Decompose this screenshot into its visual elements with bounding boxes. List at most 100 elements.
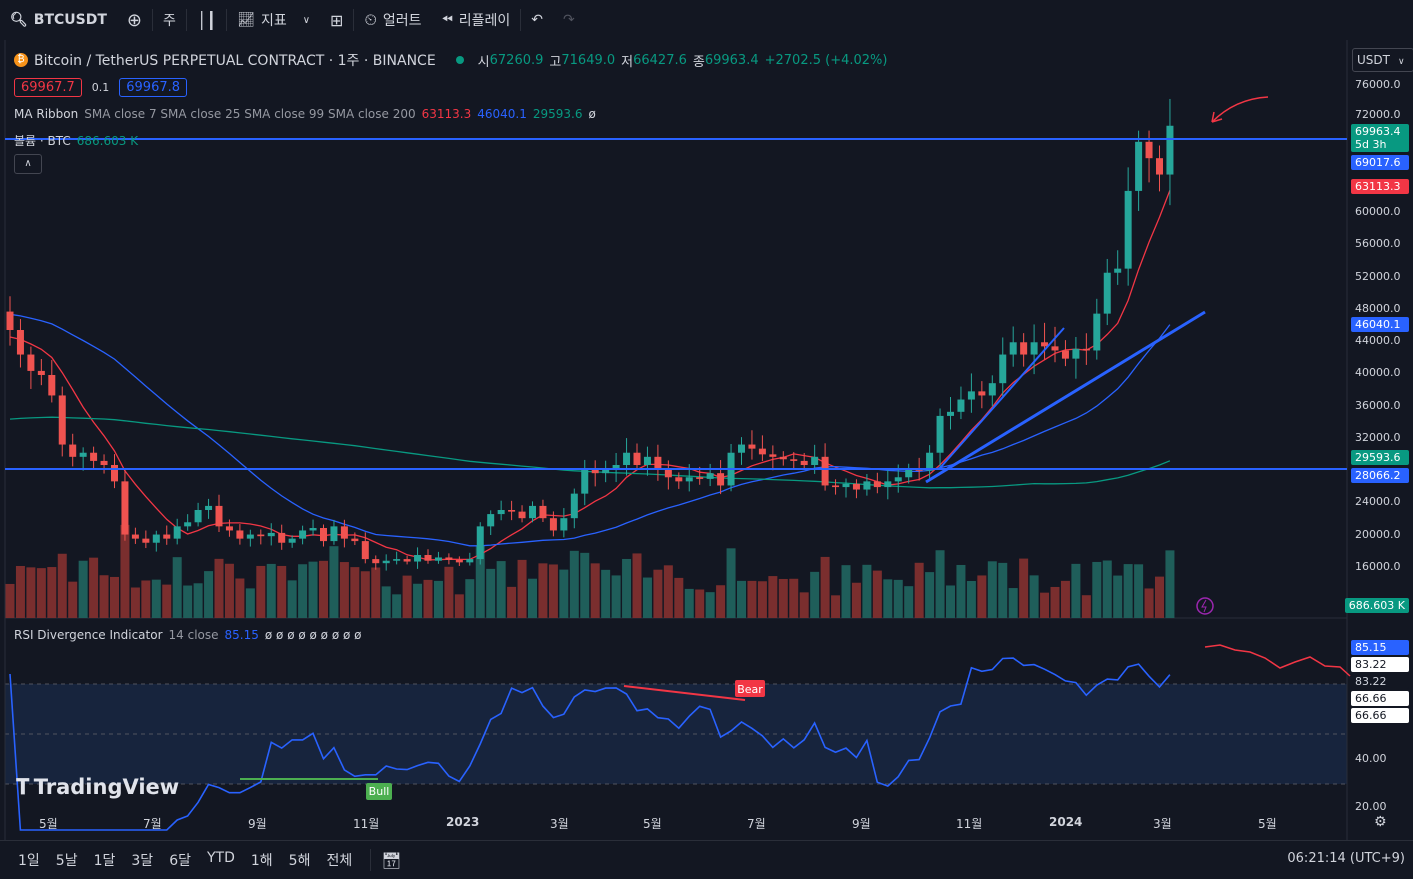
indicators-button[interactable]: 📈︎ 지표 ∨ <box>227 0 320 40</box>
candle-body <box>999 354 1007 384</box>
layouts-button[interactable]: ⊞ <box>320 0 353 40</box>
sma99-value: 29593.6 <box>532 107 583 121</box>
ma-ribbon-lines <box>9 190 1171 561</box>
alerts-button[interactable]: ⏲ 얼러트 <box>354 0 431 40</box>
candle-body <box>936 415 944 453</box>
range-button[interactable]: 5날 <box>55 853 78 869</box>
range-button[interactable]: YTD <box>206 850 235 866</box>
change-value: +2702.5 (+4.02%) <box>764 52 888 68</box>
rsi-band <box>5 684 1347 784</box>
volume-bar <box>214 558 224 618</box>
rsi-legend[interactable]: RSI Divergence Indicator 14 close 85.15 … <box>14 628 361 642</box>
candle-body <box>48 375 56 396</box>
date-range-button[interactable]: 📅︎ <box>381 851 401 870</box>
candle-body <box>790 459 798 461</box>
candle-body <box>1030 342 1038 355</box>
candle-body <box>518 511 526 519</box>
price-axis-label: 52000.0 <box>1355 270 1401 283</box>
volume-bar <box>810 571 820 618</box>
symbol-search[interactable]: 🔍︎ BTCUSDT <box>0 0 117 40</box>
candle-body <box>111 465 118 482</box>
price-axis-label: 76000.0 <box>1355 78 1401 91</box>
volume-bar <box>674 577 684 618</box>
volume-bar <box>726 548 736 618</box>
undo-button[interactable]: ↶ <box>521 0 553 40</box>
candle-body <box>257 534 265 537</box>
volume-bar <box>298 564 308 618</box>
candle-body <box>1114 268 1122 273</box>
candle-body <box>163 534 171 539</box>
ma-ribbon-title: MA Ribbon <box>14 107 79 121</box>
rsi-null-values: ø ø ø ø ø ø ø ø ø <box>264 628 362 642</box>
range-button[interactable]: 6달 <box>169 853 191 869</box>
volume-legend[interactable]: 볼륨 · BTC 686.603 K <box>14 132 138 149</box>
candle-body <box>779 456 787 460</box>
lightning-icon[interactable] <box>1196 597 1214 615</box>
volume-bar <box>235 578 245 618</box>
range-button[interactable]: 3달 <box>131 853 154 869</box>
range-button[interactable]: 1일 <box>18 853 40 869</box>
candle-body <box>1009 342 1017 355</box>
sma200-value: ø <box>588 107 596 121</box>
chevron-down-icon: ∨ <box>1397 57 1405 67</box>
range-button[interactable]: 전체 <box>326 853 353 869</box>
trend-line-short[interactable] <box>939 327 1065 469</box>
candle-body <box>1135 141 1143 191</box>
volume-bar <box>548 564 558 618</box>
candle-body <box>685 477 693 482</box>
candle-body <box>466 559 474 563</box>
bear-label-box <box>735 680 765 697</box>
volume-bar <box>559 569 569 618</box>
price-axis-label: 56000.0 <box>1355 237 1401 250</box>
collapse-legend-button[interactable]: ∧ <box>14 154 42 174</box>
range-button[interactable]: 5해 <box>288 853 311 869</box>
candle-body <box>184 522 192 527</box>
sma7-value: 63113.3 <box>421 107 472 121</box>
chart-type-button[interactable]: │┃ <box>187 0 226 40</box>
volume-bar <box>454 594 464 618</box>
volume-bar <box>904 586 914 618</box>
interval-button[interactable]: 주 <box>153 0 186 40</box>
rsi-axis-value: 85.15 <box>1351 640 1409 655</box>
volume-bar <box>747 580 757 618</box>
ma-ribbon-legend[interactable]: MA Ribbon SMA close 7 SMA close 25 SMA c… <box>14 107 596 121</box>
volume-bar <box>956 564 966 618</box>
time-axis-label: 9월 <box>852 817 871 831</box>
volume-bar <box>120 524 130 618</box>
replay-button[interactable]: ⏪︎ 리플레이 <box>432 0 521 40</box>
clock[interactable]: 06:21:14 (UTC+9) <box>1287 851 1405 866</box>
range-button[interactable]: 1달 <box>93 853 116 869</box>
buy-button[interactable]: 69967.8 <box>119 78 188 97</box>
volume-bar <box>831 595 841 618</box>
redo-button[interactable]: ↷ <box>553 0 585 40</box>
sma25-price-tag: 46040.1 <box>1351 317 1409 332</box>
volume-bar <box>935 550 945 618</box>
grid-icon: ⊞ <box>330 10 344 30</box>
volume-bar <box>914 562 924 618</box>
range-button[interactable]: 1해 <box>250 853 273 869</box>
volume-bar <box>684 588 694 618</box>
sell-button[interactable]: 69967.7 <box>14 78 82 97</box>
volume-bar <box>256 565 266 618</box>
volume-bar <box>423 579 433 618</box>
price-chart[interactable]: Bear Bull <box>0 40 1413 840</box>
candle-body <box>205 505 213 510</box>
price-axis-label: 72000.0 <box>1355 108 1401 121</box>
divider <box>520 9 522 31</box>
candle-body <box>957 399 965 412</box>
rsi-projection-line <box>1204 644 1351 677</box>
compare-button[interactable]: ⊕ <box>117 0 152 40</box>
candle-body <box>121 481 129 535</box>
sma25-value: 46040.1 <box>477 107 527 121</box>
arrow-annotation[interactable] <box>1211 96 1269 123</box>
settings-button[interactable]: ⚙ <box>1374 814 1387 830</box>
symbol-label: BTCUSDT <box>33 12 107 28</box>
candle-body <box>434 557 442 561</box>
volume-bar <box>1144 588 1154 618</box>
candle-body <box>152 534 160 543</box>
volume-bar <box>392 594 402 618</box>
trend-line[interactable] <box>925 310 1206 484</box>
bull-label: Bull <box>369 785 390 798</box>
currency-selector[interactable]: USDT ∨ <box>1352 48 1413 72</box>
time-axis[interactable]: 5월 7월 9월 11월 2023 3월 5월 7월 9월 11월 2024 3월 5월 <box>0 812 1347 834</box>
